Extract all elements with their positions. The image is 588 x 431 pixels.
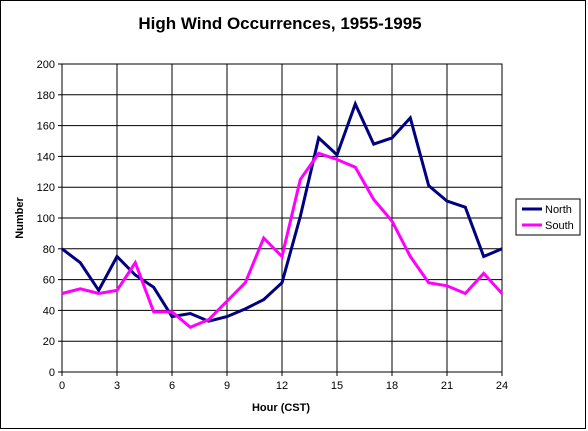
- x-tick-label: 9: [224, 380, 230, 392]
- y-tick-label: 100: [37, 213, 55, 225]
- chart-title: High Wind Occurrences, 1955-1995: [138, 14, 421, 33]
- x-tick-label: 6: [169, 380, 175, 392]
- x-axis: 0 3 6 9 12 15 18 21 24: [59, 372, 508, 392]
- y-tick-label: 80: [43, 244, 55, 256]
- y-tick-label: 140: [37, 151, 55, 163]
- x-axis-label: Hour (CST): [252, 402, 310, 414]
- series-line-south: [61, 151, 504, 330]
- y-tick-label: 160: [37, 121, 55, 133]
- y-tick-label: 180: [37, 90, 55, 102]
- y-tick-label: 120: [37, 182, 55, 194]
- x-tick-label: 24: [496, 380, 508, 392]
- y-tick-label: 0: [49, 367, 55, 379]
- x-tick-label: 12: [276, 380, 288, 392]
- y-tick-label: 200: [37, 59, 55, 71]
- y-axis: 0 20 40 60 80 100 120 140 160 180 200: [37, 59, 62, 379]
- y-tick-label: 40: [43, 305, 55, 317]
- y-tick-label: 60: [43, 275, 55, 287]
- x-tick-label: 15: [331, 380, 343, 392]
- x-tick-label: 3: [114, 380, 120, 392]
- series-line-north: [61, 100, 503, 323]
- x-tick-label: 21: [441, 380, 453, 392]
- x-tick-label: 0: [59, 380, 65, 392]
- legend-label-south: South: [545, 220, 574, 232]
- legend-label-north: North: [545, 204, 572, 216]
- x-tick-label: 18: [386, 380, 398, 392]
- y-tick-label: 20: [43, 336, 55, 348]
- y-axis-label: Number: [14, 197, 26, 239]
- series-group: [61, 100, 504, 330]
- grid: [61, 63, 503, 373]
- legend-box: [515, 198, 581, 236]
- legend: North South: [515, 198, 581, 236]
